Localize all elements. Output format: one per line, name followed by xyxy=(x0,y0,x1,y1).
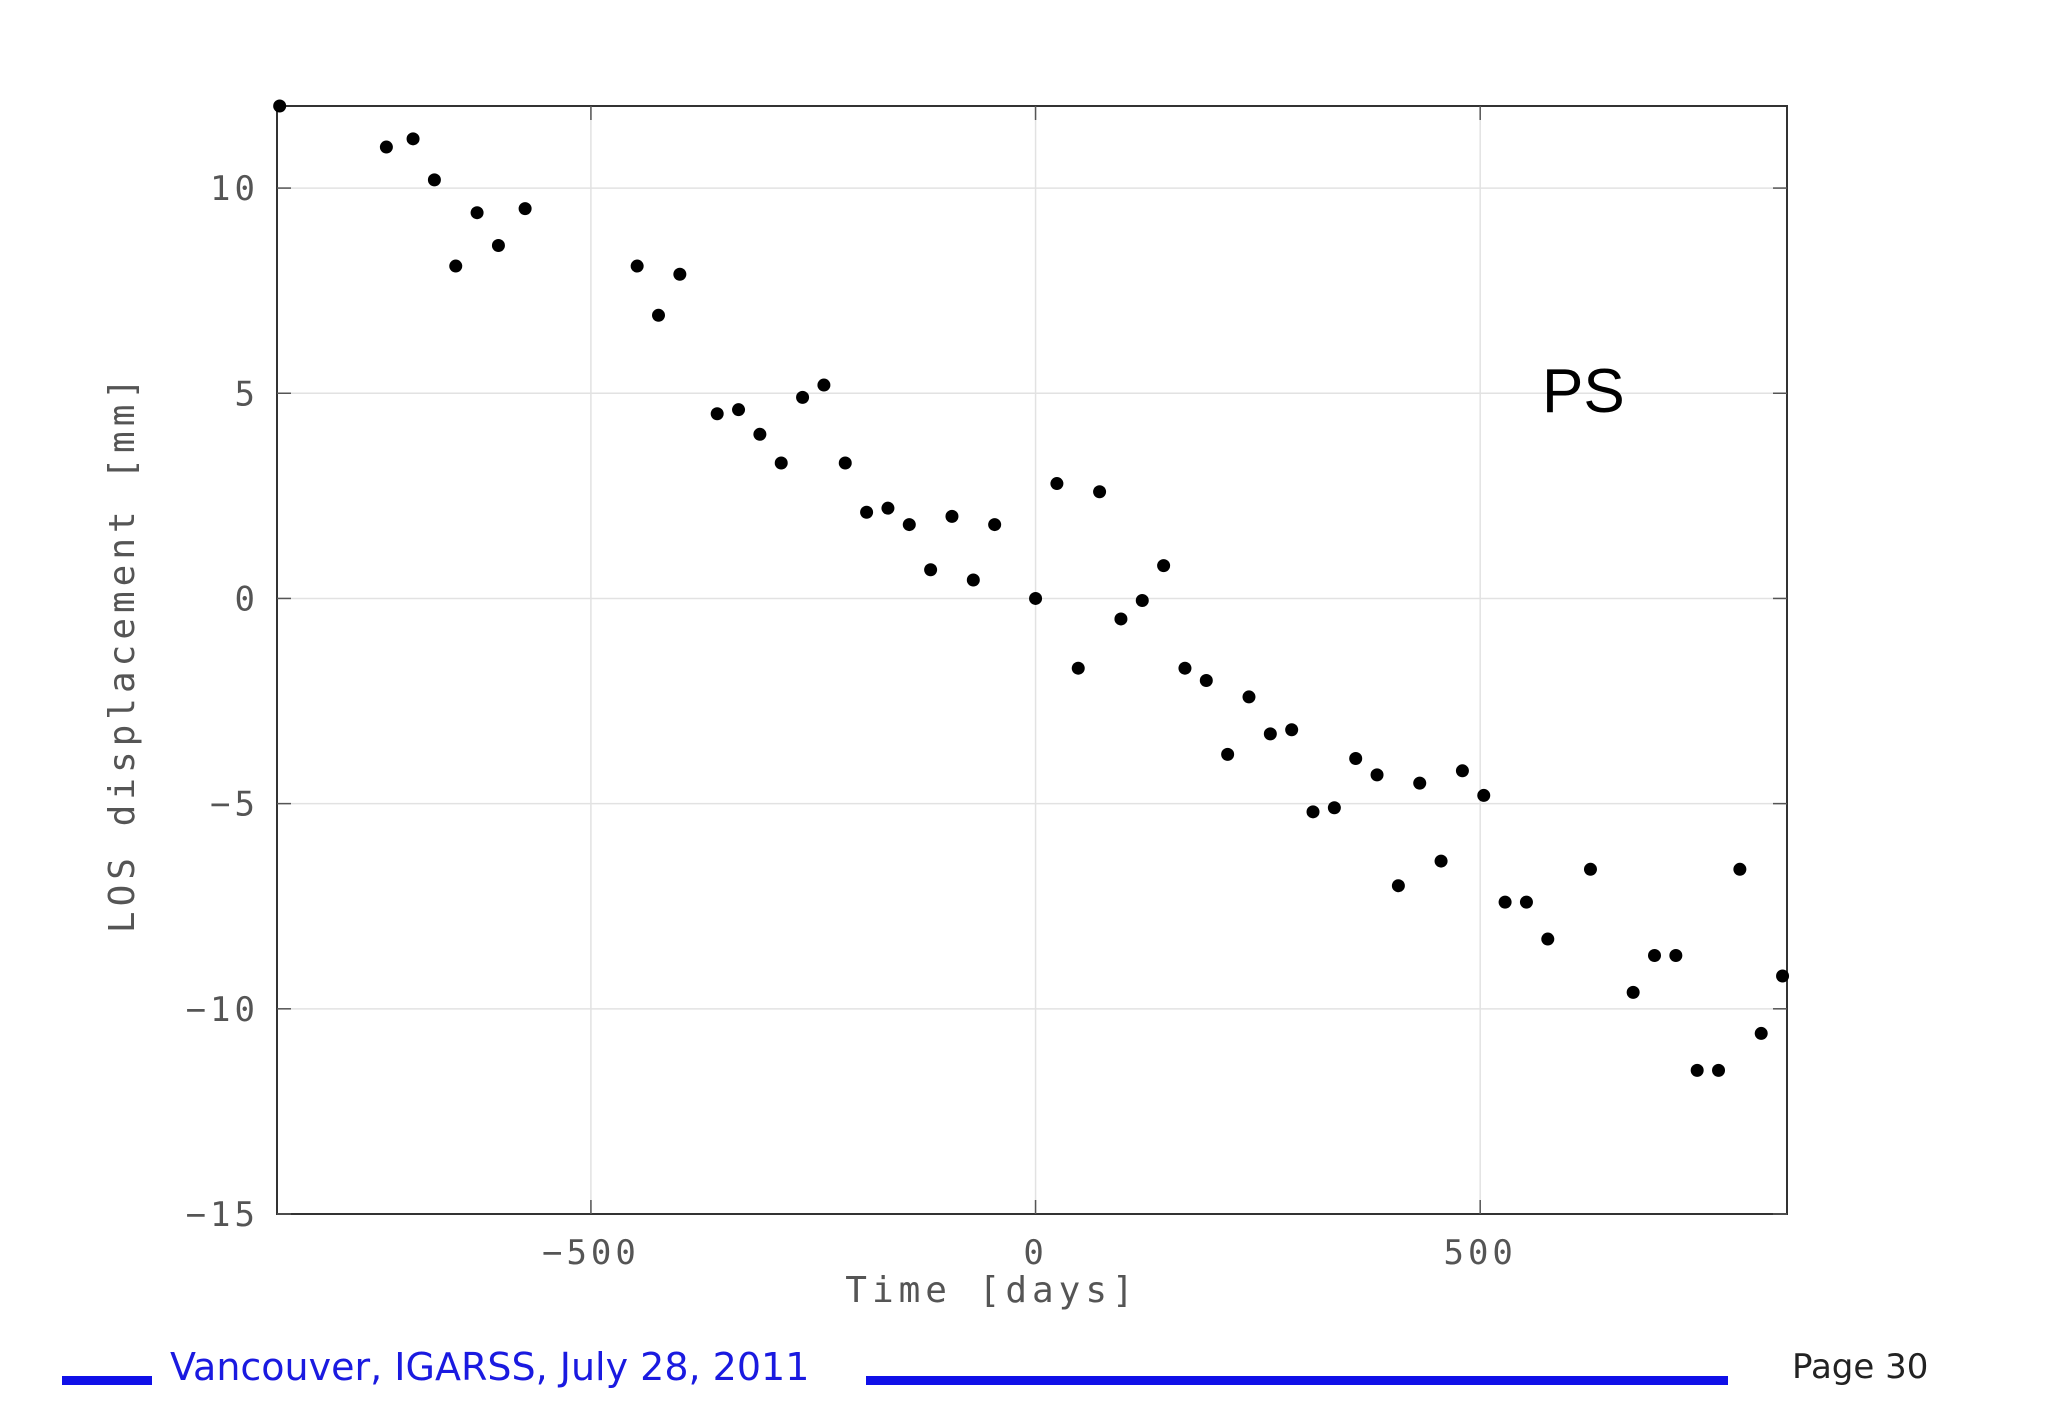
data-point xyxy=(774,456,788,470)
data-point xyxy=(881,501,895,515)
data-point xyxy=(1669,948,1683,962)
data-point xyxy=(273,99,287,113)
data-point xyxy=(988,518,1002,532)
data-point xyxy=(1690,1063,1704,1077)
data-point xyxy=(838,456,852,470)
data-point xyxy=(1583,862,1597,876)
data-point xyxy=(1541,932,1555,946)
data-point xyxy=(1391,879,1405,893)
data-point xyxy=(1754,1026,1768,1040)
data-point xyxy=(902,518,916,532)
data-point xyxy=(1498,895,1512,909)
data-point xyxy=(1626,985,1640,999)
data-point xyxy=(1519,895,1533,909)
data-point xyxy=(732,403,746,417)
data-point xyxy=(470,206,484,220)
data-point xyxy=(1413,776,1427,790)
data-point xyxy=(1242,690,1256,704)
y-tick-label: 0 xyxy=(235,579,259,619)
data-point xyxy=(1370,768,1384,782)
data-point xyxy=(406,132,420,146)
y-tick-label: −15 xyxy=(186,1195,259,1235)
ps-annotation: PS xyxy=(1542,357,1625,426)
data-point xyxy=(1712,1063,1726,1077)
data-point xyxy=(966,573,980,587)
data-point xyxy=(1029,591,1043,605)
footer-rule-left xyxy=(62,1376,152,1385)
data-point xyxy=(1327,801,1341,815)
data-point xyxy=(945,509,959,523)
y-tick-label: 10 xyxy=(210,169,259,209)
data-point xyxy=(1157,559,1171,573)
y-axis-label: LOS displacement [mm] xyxy=(102,373,143,933)
page-number: Page 30 xyxy=(1792,1347,1929,1387)
grid-lines xyxy=(277,106,1787,1215)
footer-caption: Vancouver, IGARSS, July 28, 2011 xyxy=(170,1345,810,1389)
data-point xyxy=(1455,764,1469,778)
x-axis-label: Time [days] xyxy=(845,1270,1138,1311)
y-tick-label: 5 xyxy=(235,374,259,414)
data-point xyxy=(796,390,810,404)
data-point xyxy=(673,267,687,281)
data-point xyxy=(1349,751,1363,765)
data-point xyxy=(710,407,724,421)
data-point xyxy=(1114,612,1128,626)
x-tick-label: −500 xyxy=(542,1233,640,1273)
x-tick-label: 500 xyxy=(1443,1233,1516,1273)
y-tick-label: −10 xyxy=(186,990,259,1030)
data-point xyxy=(1093,485,1107,499)
data-point xyxy=(1178,661,1192,675)
footer-rule-right xyxy=(866,1376,1728,1385)
axis-ticks: −15 −10 −5 0 5 10 −500 0 500 xyxy=(186,106,1787,1273)
data-point xyxy=(1776,969,1790,983)
data-point xyxy=(1434,854,1448,868)
data-point xyxy=(379,140,393,154)
data-point xyxy=(427,173,441,187)
data-point xyxy=(860,505,874,519)
data-points xyxy=(273,99,1790,1077)
data-point xyxy=(1135,593,1149,607)
data-point xyxy=(924,563,938,577)
data-point xyxy=(1306,805,1320,819)
data-point xyxy=(491,239,505,253)
x-tick-label: 0 xyxy=(1023,1233,1047,1273)
data-point xyxy=(1477,788,1491,802)
data-point xyxy=(1647,948,1661,962)
data-point xyxy=(652,308,666,322)
data-point xyxy=(518,202,532,216)
data-point xyxy=(1071,661,1085,675)
data-point xyxy=(449,259,463,273)
data-point xyxy=(753,427,767,441)
data-point xyxy=(1263,727,1277,741)
plot-frame xyxy=(276,105,1788,1215)
data-point xyxy=(817,378,831,392)
data-point xyxy=(1733,862,1747,876)
data-point xyxy=(1285,723,1299,737)
data-point xyxy=(1050,477,1064,491)
y-tick-label: −5 xyxy=(210,785,259,825)
data-point xyxy=(1199,674,1213,688)
data-point xyxy=(630,259,644,273)
data-point xyxy=(1221,747,1235,761)
